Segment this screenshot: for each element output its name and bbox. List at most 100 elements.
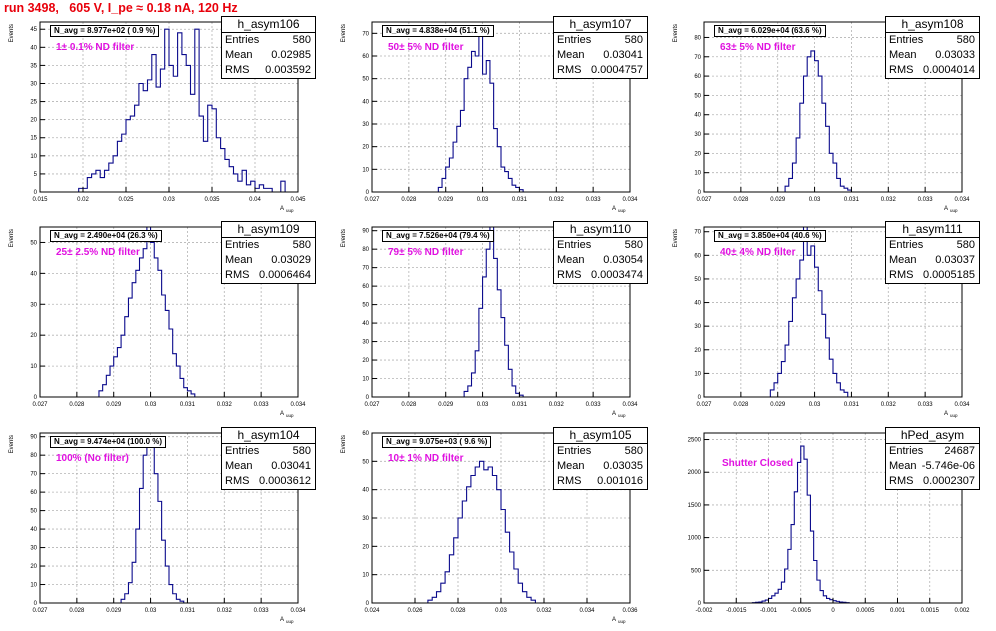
x-tick-label: 0.034	[622, 402, 638, 408]
y-tick-label: 80	[694, 35, 701, 41]
histogram-series-line	[463, 226, 524, 397]
stats-value: 580	[292, 445, 311, 457]
y-tick-label: 70	[30, 472, 37, 478]
x-tick-label: 0.034	[622, 197, 638, 203]
stats-row-mean: Mean 0.03041	[554, 48, 647, 63]
y-tick-label: 50	[362, 303, 369, 309]
y-tick-label: 10	[694, 171, 701, 177]
stats-box-title: h_asym105	[554, 428, 647, 444]
y-tick-label: 40	[694, 113, 701, 119]
histogram-svg: 0.027 0.028 0.029 0.03 0.031 0.032 0.033 0.034 0…	[341, 21, 638, 213]
x-tick-label: 0.035	[204, 197, 220, 203]
x-tick-label: 0.002	[954, 608, 970, 614]
stats-value: 0.001016	[597, 475, 643, 487]
y-tick-label: 10	[362, 167, 369, 173]
stats-key: Entries	[557, 34, 592, 46]
stats-key: Entries	[557, 239, 592, 251]
stats-key: RMS	[889, 475, 914, 487]
stats-box: h_asym106 Entries 580 Mean 0.02985 RMS 0.00359…	[221, 16, 316, 79]
y-tick-label: 10	[362, 573, 369, 579]
x-tick-label: 0.028	[401, 402, 417, 408]
y-tick-label: 50	[30, 509, 37, 515]
x-tick-label: 0.027	[696, 197, 712, 203]
y-tick-label: 10	[30, 364, 37, 370]
histogram-panel-h_asym105: 0.024 0.026 0.028 0.03 0.032 0.034 0.036 0 10 20 3…	[332, 425, 662, 631]
stats-value: 0.02985	[271, 49, 311, 61]
x-tick-label: 0.033	[918, 402, 934, 408]
histogram-panel-h_asym109: 0.027 0.028 0.029 0.03 0.031 0.032 0.033 0.034 0…	[0, 219, 330, 425]
y-tick-label: 30	[30, 81, 37, 87]
stats-value: 0.03041	[603, 49, 643, 61]
x-tick-label: 0.032	[549, 402, 565, 408]
y-tick-label: 60	[362, 431, 369, 437]
y-tick-label: 35	[30, 63, 37, 69]
stats-row-entries: Entries 580	[886, 238, 979, 253]
stats-value: 580	[624, 34, 643, 46]
x-tick-label: 0.026	[407, 608, 423, 614]
x-tick-label: 0.015	[32, 197, 48, 203]
stats-key: Mean	[889, 49, 917, 61]
y-tick-label: 0	[366, 190, 370, 196]
x-tick-label: 0.02	[77, 197, 89, 203]
y-tick-label: 500	[691, 568, 702, 574]
stats-row-rms: RMS 0.0004757	[554, 63, 647, 78]
plot-frame	[703, 21, 963, 193]
x-tick-label: 0.028	[69, 608, 85, 614]
histogram-svg: -0.002 -0.0015 -0.001 -0.0005 0 0.0005 0.001 0.…	[688, 432, 970, 614]
x-tick-label: 0.028	[733, 197, 749, 203]
stats-box-title: h_asym108	[886, 17, 979, 33]
stats-row-rms: RMS 0.001016	[554, 474, 647, 489]
plot-frame	[39, 226, 299, 398]
y-tick-label: 40	[30, 527, 37, 533]
stats-value: 0.0004757	[591, 64, 643, 76]
stats-value: 0.0002307	[923, 475, 975, 487]
stats-row-entries: Entries 580	[554, 33, 647, 48]
y-tick-label: 20	[30, 333, 37, 339]
x-tick-label: 0.001	[890, 608, 906, 614]
n-avg-label: N_avg = 2.490e+04 (26.3 %)	[50, 230, 162, 242]
stats-row-mean: Mean 0.03054	[554, 253, 647, 268]
y-tick-label: 80	[30, 453, 37, 459]
plot-frame	[371, 226, 631, 398]
stats-key: Entries	[225, 34, 260, 46]
stats-key: Entries	[225, 239, 260, 251]
stats-value: 0.03029	[271, 254, 311, 266]
x-tick-label: 0.029	[106, 608, 122, 614]
stats-row-mean: Mean 0.03029	[222, 253, 315, 268]
x-tick-label: 0.033	[254, 608, 270, 614]
x-tick-label: 0.03	[145, 608, 157, 614]
stats-row-rms: RMS 0.0003612	[222, 474, 315, 489]
x-tick-label: 0.024	[364, 608, 380, 614]
histogram-series-line	[120, 439, 185, 603]
y-tick-label: 40	[30, 45, 37, 51]
stats-key: RMS	[889, 64, 914, 76]
y-tick-label: 90	[30, 435, 37, 441]
x-tick-label: 0.034	[579, 608, 595, 614]
y-tick-label: 50	[362, 459, 369, 465]
n-avg-label: N_avg = 9.474e+04 (100.0 %)	[50, 436, 167, 448]
histogram-series-line	[78, 28, 286, 193]
histogram-series-line	[769, 226, 849, 397]
y-tick-label: 30	[694, 132, 701, 138]
x-tick-label: 0.031	[844, 197, 860, 203]
y-tick-label: 20	[30, 118, 37, 124]
stats-value: 0.03033	[935, 49, 975, 61]
x-tick-label: -0.001	[760, 608, 778, 614]
y-tick-label: 2000	[688, 470, 702, 476]
x-tick-label: 0.032	[549, 197, 565, 203]
y-tick-label: 45	[30, 27, 37, 33]
stats-value: 0.0004014	[923, 64, 975, 76]
y-tick-label: 25	[30, 100, 37, 106]
y-tick-label: 30	[362, 340, 369, 346]
stats-value: 0.03041	[271, 460, 311, 472]
x-tick-label: 0.032	[217, 608, 233, 614]
y-tick-label: 60	[694, 74, 701, 80]
stats-value: 24687	[944, 445, 975, 457]
y-tick-label: 30	[30, 546, 37, 552]
stats-value: 0.0005185	[923, 269, 975, 281]
x-tick-label: 0.0015	[921, 608, 940, 614]
filter-annotation: 10± 1% ND filter	[388, 453, 464, 464]
y-tick-label: 30	[694, 324, 701, 330]
y-tick-label: 40	[362, 99, 369, 105]
y-tick-label: 70	[362, 31, 369, 37]
